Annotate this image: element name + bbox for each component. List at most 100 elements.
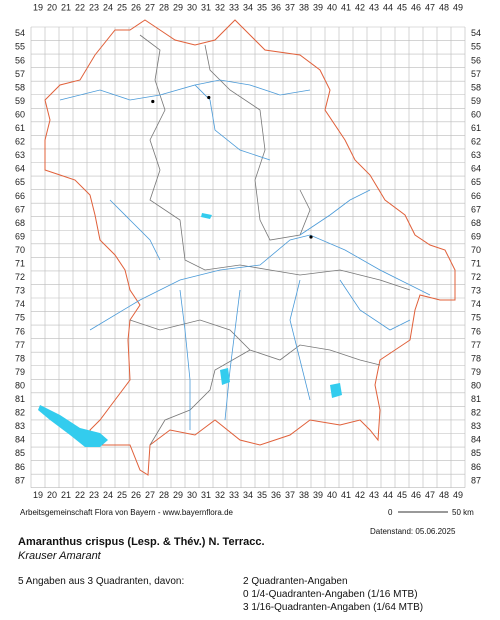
column-label: 27 — [145, 2, 155, 12]
column-label: 29 — [173, 490, 183, 500]
column-label: 31 — [201, 490, 211, 500]
column-label: 32 — [215, 490, 225, 500]
rivers — [59, 79, 431, 430]
row-label: 85 — [471, 448, 481, 458]
observation-point — [151, 99, 155, 104]
column-label: 42 — [355, 490, 365, 500]
column-label: 43 — [369, 2, 379, 12]
row-label: 76 — [471, 326, 481, 336]
scale-start: 0 — [388, 508, 393, 517]
row-label: 59 — [15, 96, 25, 106]
column-label: 36 — [271, 2, 281, 12]
column-label: 27 — [145, 490, 155, 500]
column-label: 21 — [61, 490, 71, 500]
title: Amaranthus crispus (Lesp. & Thév.) N. Te… — [18, 536, 265, 548]
row-label: 74 — [471, 299, 481, 309]
row-label: 81 — [471, 394, 481, 404]
column-label: 29 — [173, 2, 183, 12]
column-label: 47 — [425, 490, 435, 500]
row-label: 58 — [471, 82, 481, 92]
date: Datenstand: 05.06.2025 — [370, 527, 456, 536]
row-label: 63 — [471, 150, 481, 160]
column-label: 44 — [383, 490, 393, 500]
row-label: 57 — [471, 69, 481, 79]
row-label: 70 — [15, 245, 25, 255]
row-label: 63 — [15, 150, 25, 160]
row-label: 69 — [15, 231, 25, 241]
column-label: 49 — [453, 2, 463, 12]
observation-point — [309, 235, 313, 239]
row-label: 77 — [15, 340, 25, 350]
row-label: 85 — [15, 448, 25, 458]
common-name: Krauser Amarant — [18, 550, 102, 562]
row-label: 62 — [15, 137, 25, 147]
column-label: 38 — [299, 2, 309, 12]
row-label: 62 — [471, 137, 481, 147]
column-label: 33 — [229, 490, 239, 500]
row-label: 61 — [15, 123, 25, 133]
row-label: 87 — [471, 475, 481, 485]
observation-point — [207, 95, 211, 100]
column-label: 46 — [411, 490, 421, 500]
row-label: 84 — [471, 435, 481, 445]
column-label: 31 — [201, 2, 211, 12]
credit: Arbeitsgemeinschaft Flora von Bayern - w… — [20, 508, 234, 517]
row-label: 71 — [15, 259, 25, 269]
column-label: 23 — [89, 490, 99, 500]
column-label: 46 — [411, 2, 421, 12]
row-label: 87 — [15, 475, 25, 485]
count-line: 0 1/4-Quadranten-Angaben (1/16 MTB) — [243, 589, 418, 600]
column-label: 25 — [117, 2, 127, 12]
column-label: 22 — [75, 2, 85, 12]
column-label: 19 — [33, 2, 43, 12]
column-label: 35 — [257, 490, 267, 500]
column-label: 43 — [369, 490, 379, 500]
row-label: 79 — [15, 367, 25, 377]
district-borders — [129, 34, 411, 446]
column-label: 28 — [159, 490, 169, 500]
row-label: 71 — [471, 259, 481, 269]
row-label: 55 — [15, 42, 25, 52]
column-label: 19 — [33, 490, 43, 500]
column-label: 30 — [187, 490, 197, 500]
column-label: 20 — [47, 2, 57, 12]
row-label: 76 — [15, 326, 25, 336]
column-label: 41 — [341, 490, 351, 500]
row-label: 72 — [15, 272, 25, 282]
scale-end: 50 km — [452, 508, 474, 517]
row-label: 77 — [471, 340, 481, 350]
column-label: 45 — [397, 490, 407, 500]
row-label: 55 — [471, 42, 481, 52]
column-label: 24 — [103, 490, 113, 500]
row-label: 66 — [471, 191, 481, 201]
row-label: 65 — [15, 177, 25, 187]
column-label: 23 — [89, 2, 99, 12]
row-label: 75 — [471, 313, 481, 323]
count-line: 3 1/16-Quadranten-Angaben (1/64 MTB) — [243, 602, 423, 613]
row-label: 67 — [15, 204, 25, 214]
row-label: 83 — [15, 421, 25, 431]
column-label: 21 — [61, 2, 71, 12]
row-label: 68 — [15, 218, 25, 228]
row-label: 58 — [15, 82, 25, 92]
column-label: 28 — [159, 2, 169, 12]
row-label: 60 — [15, 109, 25, 119]
row-label: 86 — [15, 462, 25, 472]
row-label: 74 — [15, 299, 25, 309]
row-label: 59 — [471, 96, 481, 106]
column-label: 40 — [327, 490, 337, 500]
column-label: 36 — [271, 490, 281, 500]
column-label: 40 — [327, 2, 337, 12]
row-label: 78 — [15, 353, 25, 363]
column-label: 48 — [439, 2, 449, 12]
row-label: 56 — [471, 55, 481, 65]
column-label: 37 — [285, 2, 295, 12]
row-label: 81 — [15, 394, 25, 404]
row-label: 65 — [471, 177, 481, 187]
grid — [30, 26, 466, 489]
column-label: 42 — [355, 2, 365, 12]
column-label: 20 — [47, 490, 57, 500]
row-label: 56 — [15, 55, 25, 65]
row-label: 86 — [471, 462, 481, 472]
